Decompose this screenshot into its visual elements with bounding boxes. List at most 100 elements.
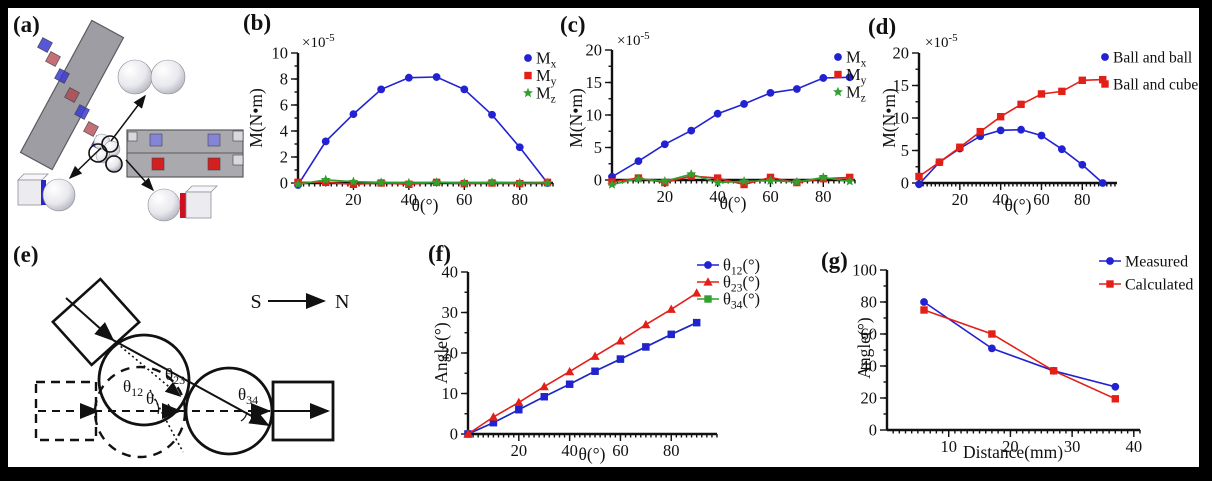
axes — [917, 53, 1117, 185]
data-point — [659, 176, 670, 186]
theta12-label: θ12 — [123, 377, 143, 399]
panel-label-f: (f) — [428, 241, 451, 266]
legend-label: θ12(°) — [723, 256, 760, 278]
ticks — [291, 52, 554, 190]
data-point — [293, 179, 303, 189]
series-0 — [608, 73, 854, 181]
series-0 — [915, 125, 1107, 189]
y-tick-label: 2 — [280, 148, 288, 167]
x-tick-label: 80 — [663, 441, 680, 460]
data-point — [935, 158, 944, 166]
data-point — [431, 177, 442, 187]
data-point — [988, 344, 996, 353]
data-point — [1037, 131, 1046, 140]
y-tick-label: 100 — [852, 261, 877, 280]
y-axis-title: M(N•m) — [879, 88, 899, 148]
data-point — [792, 85, 801, 93]
data-point — [920, 298, 928, 306]
tick-labels: 20 40 60 80 0 5 10 15 20 — [586, 41, 832, 207]
chain-direction-arrow — [112, 339, 270, 426]
data-point — [956, 143, 964, 151]
data-point — [403, 177, 414, 188]
tick-labels: 20 40 60 80 0 5 10 15 20 — [893, 44, 1091, 210]
series-1 — [463, 288, 702, 438]
tick-labels: 10 20 30 40 0 20 40 60 80 100 — [852, 261, 1142, 457]
data-point — [1017, 125, 1025, 134]
legend-marker — [704, 261, 712, 269]
data-point — [1099, 75, 1107, 84]
compass-s-label: S — [250, 291, 261, 313]
legend-marker — [703, 277, 713, 286]
data-point — [740, 180, 748, 189]
data-point — [667, 330, 675, 339]
data-point — [818, 172, 829, 182]
legend-label: Calculated — [1125, 277, 1193, 294]
data-point — [615, 336, 626, 345]
compass: S N — [250, 291, 349, 313]
data-point — [687, 126, 696, 135]
chart-f: 20 40 60 80 0 10 20 30 40 Angle(°) θ(°) θ12(°)θ23(°… — [431, 256, 760, 465]
x-tick-label: 60 — [762, 187, 779, 206]
legend-label: Mx — [536, 49, 557, 71]
legend-label: Mx — [846, 48, 867, 70]
legend-marker — [834, 70, 842, 79]
y-tick-label: 6 — [280, 96, 288, 115]
y-tick-label: 80 — [861, 293, 878, 312]
legend: θ12(°)θ23(°)θ34(°) — [697, 256, 760, 312]
legend-label: Mz — [846, 83, 866, 105]
x-axis-title: θ(°) — [719, 193, 746, 213]
data-point — [432, 73, 441, 81]
panel-a-illustration — [17, 19, 244, 222]
y-tick-label: 20 — [442, 344, 459, 363]
data-point — [844, 176, 855, 186]
y-tick-label: 60 — [861, 325, 878, 344]
x-tick-label: 60 — [612, 441, 629, 460]
x-tick-label: 40 — [709, 187, 726, 206]
data-point — [349, 180, 358, 188]
chart-g: 10 20 30 40 0 20 40 60 80 100 Angle(°) Distance(mm)… — [852, 254, 1193, 463]
data-point — [666, 304, 676, 313]
series-2 — [293, 174, 553, 189]
legend-label: θ23(°) — [723, 273, 760, 295]
data-point — [539, 381, 549, 391]
y-tick-label: 0 — [869, 421, 877, 440]
legend-marker — [1106, 280, 1114, 288]
data-point — [320, 174, 331, 184]
y-tick-label: 5 — [901, 141, 909, 160]
legend-marker — [834, 53, 842, 61]
data-point — [540, 393, 548, 401]
data-point — [514, 397, 524, 407]
x-tick-label: 40 — [401, 190, 418, 209]
x-tick-label: 20 — [345, 190, 362, 209]
y-tick-label: 10 — [586, 106, 603, 125]
theta-label: θ — [146, 389, 154, 408]
data-point — [1078, 76, 1086, 84]
data-point — [976, 127, 984, 136]
ticks — [912, 52, 1116, 190]
data-point — [1049, 367, 1058, 375]
x-tick-label: 20 — [657, 187, 674, 206]
data-point — [920, 306, 928, 314]
legend-label: Measured — [1125, 254, 1188, 271]
angle-arcs — [155, 399, 248, 422]
data-point — [376, 177, 387, 187]
legend-marker — [833, 86, 843, 97]
cube-magnetization-arrow — [65, 297, 115, 342]
data-point — [377, 85, 386, 94]
data-point — [404, 73, 413, 82]
y-axis-title: M(N•m) — [566, 88, 586, 148]
axes — [885, 270, 1140, 432]
data-point — [1078, 160, 1087, 169]
data-point — [322, 178, 330, 187]
data-point — [1017, 100, 1025, 109]
compass-n-label: N — [335, 291, 349, 313]
data-point — [488, 412, 499, 421]
series-0 — [464, 318, 701, 438]
chart-d: 20 40 60 80 0 5 10 15 20 ×10-5 M(N•m) θ(°) Ball and … — [879, 32, 1198, 215]
data-point — [591, 367, 599, 375]
x-tick-label: 80 — [815, 187, 832, 206]
legend-marker — [524, 54, 532, 62]
data-point — [514, 177, 525, 188]
